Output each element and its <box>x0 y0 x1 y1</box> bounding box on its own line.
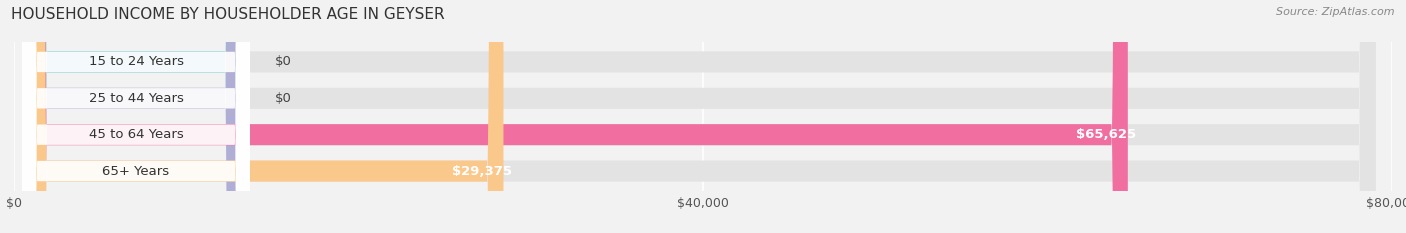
Text: $0: $0 <box>274 92 291 105</box>
Text: Source: ZipAtlas.com: Source: ZipAtlas.com <box>1277 7 1395 17</box>
FancyBboxPatch shape <box>31 0 1375 233</box>
FancyBboxPatch shape <box>31 0 242 233</box>
Text: 15 to 24 Years: 15 to 24 Years <box>89 55 184 69</box>
FancyBboxPatch shape <box>31 0 1128 233</box>
Text: $29,375: $29,375 <box>451 164 512 178</box>
Text: 45 to 64 Years: 45 to 64 Years <box>89 128 183 141</box>
FancyBboxPatch shape <box>31 0 1375 233</box>
FancyBboxPatch shape <box>31 0 503 233</box>
Text: HOUSEHOLD INCOME BY HOUSEHOLDER AGE IN GEYSER: HOUSEHOLD INCOME BY HOUSEHOLDER AGE IN G… <box>11 7 444 22</box>
FancyBboxPatch shape <box>22 0 250 233</box>
FancyBboxPatch shape <box>31 0 1375 233</box>
FancyBboxPatch shape <box>31 0 1375 233</box>
Text: 25 to 44 Years: 25 to 44 Years <box>89 92 183 105</box>
Text: 65+ Years: 65+ Years <box>103 164 170 178</box>
Text: $65,625: $65,625 <box>1076 128 1136 141</box>
FancyBboxPatch shape <box>22 0 250 233</box>
Text: $0: $0 <box>274 55 291 69</box>
FancyBboxPatch shape <box>22 0 250 233</box>
FancyBboxPatch shape <box>31 0 242 233</box>
FancyBboxPatch shape <box>22 0 250 233</box>
